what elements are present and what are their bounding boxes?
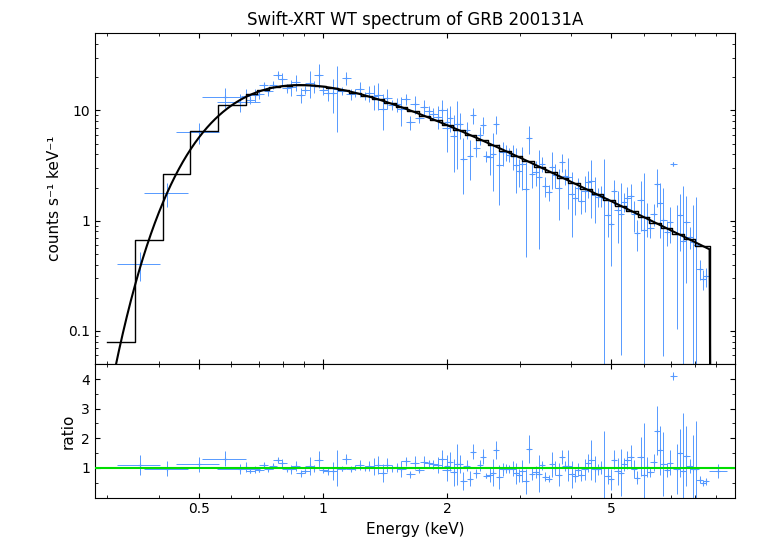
Y-axis label: ratio: ratio xyxy=(61,413,76,449)
X-axis label: Energy (keV): Energy (keV) xyxy=(366,522,464,537)
Title: Swift-XRT WT spectrum of GRB 200131A: Swift-XRT WT spectrum of GRB 200131A xyxy=(247,11,583,29)
Y-axis label: counts s⁻¹ keV⁻¹: counts s⁻¹ keV⁻¹ xyxy=(47,136,62,261)
